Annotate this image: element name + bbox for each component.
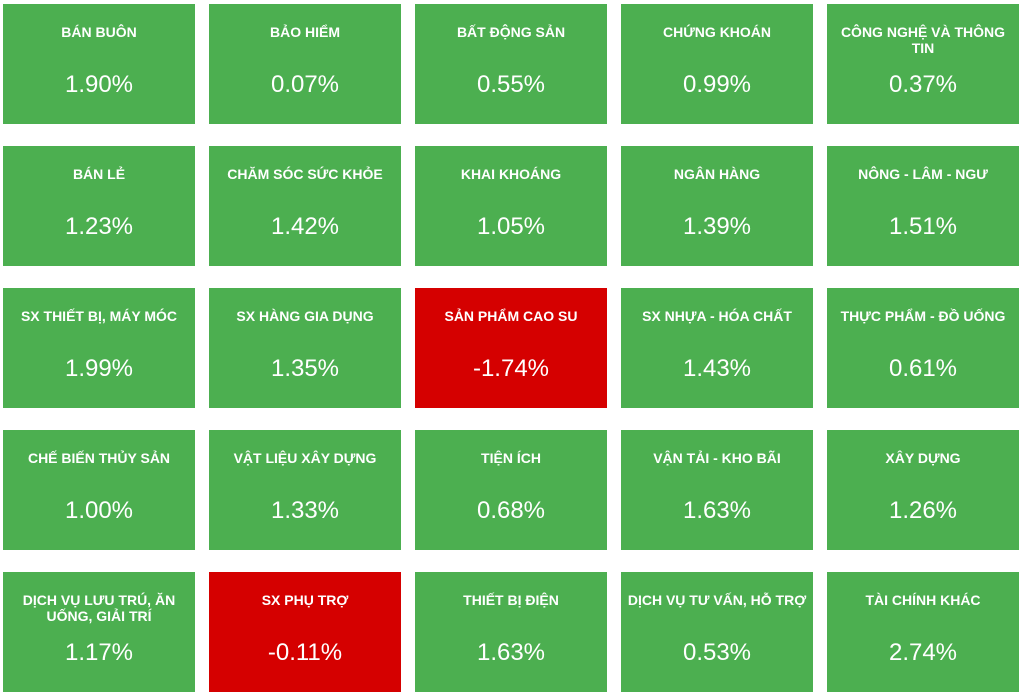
sector-change: 1.00% xyxy=(64,497,134,524)
sector-tile[interactable]: SX THIẾT BỊ, MÁY MÓC 1.99% xyxy=(3,288,195,408)
sector-tile[interactable]: SẢN PHẨM CAO SU -1.74% xyxy=(415,288,607,408)
sector-change: 0.68% xyxy=(476,497,546,524)
sector-change: 1.26% xyxy=(888,497,958,524)
sector-tile[interactable]: CHĂM SÓC SỨC KHỎE 1.42% xyxy=(209,146,401,266)
sector-name: BẤT ĐỘNG SẢN xyxy=(456,24,566,40)
sector-tile[interactable]: XÂY DỰNG 1.26% xyxy=(827,430,1019,550)
sector-name: CHỨNG KHOÁN xyxy=(662,24,772,40)
sector-tile[interactable]: DỊCH VỤ TƯ VẤN, HỖ TRỢ 0.53% xyxy=(621,572,813,692)
sector-name: BẢO HIỂM xyxy=(270,24,340,40)
sector-name: VẬT LIỆU XÂY DỰNG xyxy=(233,450,377,466)
sector-name: SX HÀNG GIA DỤNG xyxy=(236,308,374,324)
sector-name: VẬN TẢI - KHO BÃI xyxy=(653,450,781,466)
sector-change: 1.99% xyxy=(64,355,134,382)
sector-change: 0.99% xyxy=(682,71,752,98)
sector-name: BÁN LẺ xyxy=(72,166,126,182)
sector-tile[interactable]: BẤT ĐỘNG SẢN 0.55% xyxy=(415,4,607,124)
sector-change: 1.05% xyxy=(476,213,546,240)
sector-change: 1.33% xyxy=(270,497,340,524)
sector-tile[interactable]: CHẾ BIẾN THỦY SẢN 1.00% xyxy=(3,430,195,550)
sector-tile[interactable]: CHỨNG KHOÁN 0.99% xyxy=(621,4,813,124)
sector-change: -1.74% xyxy=(472,355,550,382)
sector-name: NGÂN HÀNG xyxy=(673,166,761,182)
sector-name: DỊCH VỤ TƯ VẤN, HỖ TRỢ xyxy=(627,592,807,608)
sector-change: 1.63% xyxy=(682,497,752,524)
sector-name: NÔNG - LÂM - NGƯ xyxy=(858,166,988,182)
sector-change: 1.39% xyxy=(682,213,752,240)
sector-name: KHAI KHOÁNG xyxy=(460,166,562,182)
sector-change: 2.74% xyxy=(888,639,958,666)
sector-name: SẢN PHẨM CAO SU xyxy=(444,308,578,324)
sector-tile[interactable]: TÀI CHÍNH KHÁC 2.74% xyxy=(827,572,1019,692)
sector-tile[interactable]: THIẾT BỊ ĐIỆN 1.63% xyxy=(415,572,607,692)
sector-tile[interactable]: CÔNG NGHỆ VÀ THÔNG TIN 0.37% xyxy=(827,4,1019,124)
sector-change: 1.90% xyxy=(64,71,134,98)
sector-tile[interactable]: SX NHỰA - HÓA CHẤT 1.43% xyxy=(621,288,813,408)
sector-change: 0.55% xyxy=(476,71,546,98)
sector-tile[interactable]: SX HÀNG GIA DỤNG 1.35% xyxy=(209,288,401,408)
sector-tile[interactable]: BẢO HIỂM 0.07% xyxy=(209,4,401,124)
sector-name: CHẾ BIẾN THỦY SẢN xyxy=(27,450,171,466)
sector-name: SX PHỤ TRỢ xyxy=(261,592,349,608)
sector-name: THIẾT BỊ ĐIỆN xyxy=(463,592,559,608)
sector-tile[interactable]: SX PHỤ TRỢ -0.11% xyxy=(209,572,401,692)
sector-tile[interactable]: NÔNG - LÂM - NGƯ 1.51% xyxy=(827,146,1019,266)
sector-tile[interactable]: KHAI KHOÁNG 1.05% xyxy=(415,146,607,266)
sector-name: XÂY DỰNG xyxy=(885,450,961,466)
sector-change: 0.61% xyxy=(888,355,958,382)
sector-change: -0.11% xyxy=(267,639,343,666)
sector-tile[interactable]: BÁN BUÔN 1.90% xyxy=(3,4,195,124)
sector-name: SX THIẾT BỊ, MÁY MÓC xyxy=(20,308,178,324)
sector-change: 1.63% xyxy=(476,639,546,666)
sector-change: 1.35% xyxy=(270,355,340,382)
sector-change: 1.51% xyxy=(888,213,958,240)
sector-tile[interactable]: TIỆN ÍCH 0.68% xyxy=(415,430,607,550)
sector-change: 1.23% xyxy=(64,213,134,240)
sector-change: 1.17% xyxy=(64,639,134,666)
sector-name: CÔNG NGHỆ VÀ THÔNG TIN xyxy=(840,24,1006,56)
sector-tile[interactable]: BÁN LẺ 1.23% xyxy=(3,146,195,266)
sector-tile[interactable]: DỊCH VỤ LƯU TRÚ, ĂN UỐNG, GIẢI TRÍ 1.17% xyxy=(3,572,195,692)
sector-name: BÁN BUÔN xyxy=(61,24,137,40)
sector-tile[interactable]: NGÂN HÀNG 1.39% xyxy=(621,146,813,266)
sector-change: 1.43% xyxy=(682,355,752,382)
sector-tile[interactable]: VẬN TẢI - KHO BÃI 1.63% xyxy=(621,430,813,550)
sector-name: CHĂM SÓC SỨC KHỎE xyxy=(227,166,383,182)
sector-tile[interactable]: THỰC PHẨM - ĐỒ UỐNG 0.61% xyxy=(827,288,1019,408)
sector-change: 0.53% xyxy=(682,639,752,666)
sector-change: 0.37% xyxy=(888,71,958,98)
sector-tile[interactable]: VẬT LIỆU XÂY DỰNG 1.33% xyxy=(209,430,401,550)
sector-change: 1.42% xyxy=(270,213,340,240)
sector-name: DỊCH VỤ LƯU TRÚ, ĂN UỐNG, GIẢI TRÍ xyxy=(22,592,176,624)
sector-name: THỰC PHẨM - ĐỒ UỐNG xyxy=(840,308,1006,324)
sector-change: 0.07% xyxy=(270,71,340,98)
sector-name: SX NHỰA - HÓA CHẤT xyxy=(642,308,792,324)
sector-heatmap-grid: BÁN BUÔN 1.90% BẢO HIỂM 0.07% BẤT ĐỘNG SẢN… xyxy=(3,4,1019,692)
sector-name: TIỆN ÍCH xyxy=(481,450,541,466)
sector-name: TÀI CHÍNH KHÁC xyxy=(865,592,981,608)
